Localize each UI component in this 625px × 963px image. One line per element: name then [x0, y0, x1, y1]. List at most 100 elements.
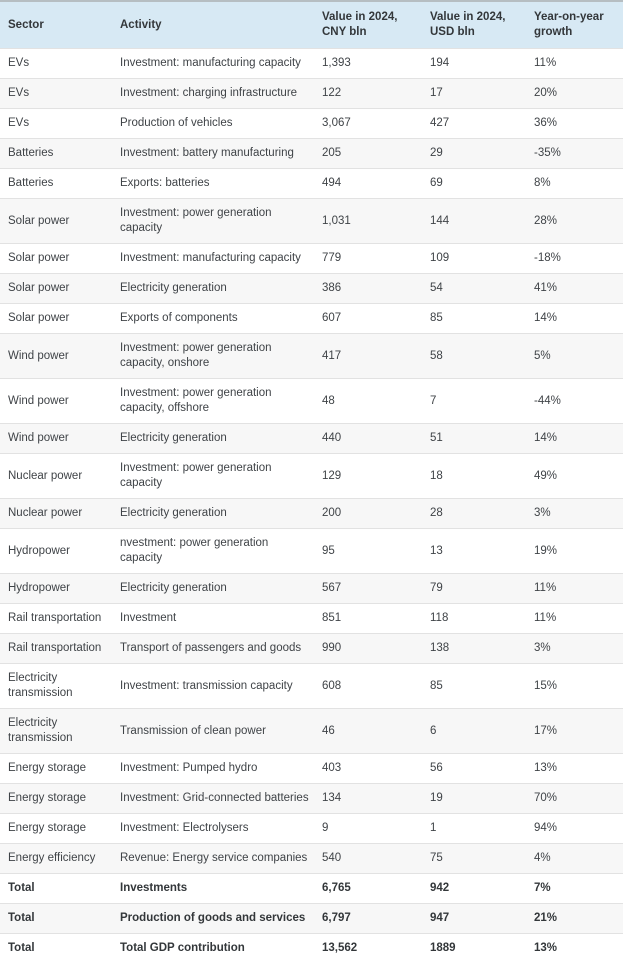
usd-cell: 118 [422, 604, 526, 634]
sector-cell: EVs [0, 49, 112, 79]
cny-cell: 403 [314, 754, 422, 784]
usd-cell: 28 [422, 499, 526, 529]
sector-cell: Electricity transmission [0, 664, 112, 709]
activity-cell: Electricity generation [112, 574, 314, 604]
usd-cell: 1 [422, 814, 526, 844]
cny-cell: 205 [314, 139, 422, 169]
column-header-sector: Sector [0, 1, 112, 49]
cny-cell: 386 [314, 274, 422, 304]
usd-cell: 144 [422, 199, 526, 244]
table-body: EVs Investment: manufacturing capacity 1,3… [0, 49, 623, 963]
growth-cell: -35% [526, 139, 623, 169]
activity-cell: Investment: Pumped hydro [112, 754, 314, 784]
activity-cell: Investment: transmission capacity [112, 664, 314, 709]
growth-cell: -18% [526, 244, 623, 274]
cny-cell: 122 [314, 79, 422, 109]
growth-cell: 7% [526, 874, 623, 904]
growth-cell: 19% [526, 529, 623, 574]
column-header-value-usd: Value in 2024, USD bln [422, 1, 526, 49]
usd-cell: 29 [422, 139, 526, 169]
usd-cell: 942 [422, 874, 526, 904]
usd-cell: 56 [422, 754, 526, 784]
activity-cell: Revenue: Energy service companies [112, 844, 314, 874]
usd-cell: 85 [422, 664, 526, 709]
column-header-activity: Activity [112, 1, 314, 49]
sector-cell: Hydropower [0, 574, 112, 604]
cny-cell: 134 [314, 784, 422, 814]
activity-cell: Electricity generation [112, 424, 314, 454]
usd-cell: 109 [422, 244, 526, 274]
usd-cell: 17 [422, 79, 526, 109]
growth-cell: 49% [526, 454, 623, 499]
cny-cell: 6,797 [314, 904, 422, 934]
sector-cell: Energy storage [0, 814, 112, 844]
usd-cell: 58 [422, 334, 526, 379]
sector-cell: Total [0, 904, 112, 934]
cny-cell: 851 [314, 604, 422, 634]
usd-cell: 69 [422, 169, 526, 199]
usd-cell: 85 [422, 304, 526, 334]
growth-cell: 94% [526, 814, 623, 844]
sector-cell: Total [0, 874, 112, 904]
cny-cell: 1,393 [314, 49, 422, 79]
cny-cell: 540 [314, 844, 422, 874]
activity-cell: Total GDP contribution [112, 934, 314, 963]
cny-cell: 417 [314, 334, 422, 379]
cny-cell: 608 [314, 664, 422, 709]
activity-cell: Investment: Grid-connected batteries [112, 784, 314, 814]
growth-cell: 3% [526, 634, 623, 664]
growth-cell: 14% [526, 424, 623, 454]
sector-cell: Wind power [0, 379, 112, 424]
sector-cell: Batteries [0, 139, 112, 169]
cny-cell: 9 [314, 814, 422, 844]
activity-cell: Transmission of clean power [112, 709, 314, 754]
sector-cell: Rail transportation [0, 604, 112, 634]
activity-cell: Production of goods and services [112, 904, 314, 934]
usd-cell: 54 [422, 274, 526, 304]
activity-cell: Investment: charging infrastructure [112, 79, 314, 109]
activity-cell: Exports: batteries [112, 169, 314, 199]
cny-cell: 494 [314, 169, 422, 199]
usd-cell: 1889 [422, 934, 526, 963]
sector-cell: EVs [0, 109, 112, 139]
usd-cell: 75 [422, 844, 526, 874]
sector-cell: Batteries [0, 169, 112, 199]
usd-cell: 6 [422, 709, 526, 754]
activity-cell: Production of vehicles [112, 109, 314, 139]
usd-cell: 427 [422, 109, 526, 139]
cny-cell: 6,765 [314, 874, 422, 904]
header-row: Sector Activity Value in 2024, CNY bln V… [0, 1, 623, 49]
cny-cell: 3,067 [314, 109, 422, 139]
activity-cell: Investment: power generation capacity [112, 199, 314, 244]
cny-cell: 607 [314, 304, 422, 334]
growth-cell: 28% [526, 199, 623, 244]
growth-cell: 11% [526, 574, 623, 604]
usd-cell: 7 [422, 379, 526, 424]
cny-cell: 440 [314, 424, 422, 454]
activity-cell: Investment: manufacturing capacity [112, 244, 314, 274]
growth-cell: 70% [526, 784, 623, 814]
cny-cell: 990 [314, 634, 422, 664]
growth-cell: 4% [526, 844, 623, 874]
growth-cell: 17% [526, 709, 623, 754]
sector-cell: Total [0, 934, 112, 963]
growth-cell: 20% [526, 79, 623, 109]
growth-cell: 8% [526, 169, 623, 199]
activity-cell: nvestment: power generation capacity [112, 529, 314, 574]
sector-cell: Solar power [0, 199, 112, 244]
sector-cell: Nuclear power [0, 499, 112, 529]
